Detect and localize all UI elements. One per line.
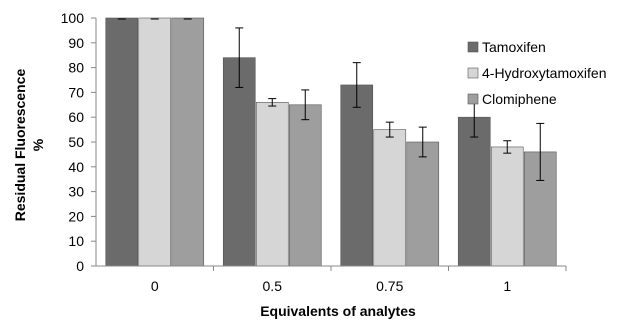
y-axis-title-line2: %: [30, 138, 46, 151]
x-tick-label: 0: [151, 278, 159, 294]
legend-swatch: [467, 93, 479, 105]
error-bar: [536, 122, 545, 181]
y-tick-label: 60: [68, 109, 84, 125]
bar-tamoxifen-1: [457, 116, 491, 267]
legend-item: 4-Hydroxytamoxifen: [467, 65, 607, 81]
y-tick-label: 100: [61, 10, 85, 26]
y-axis-title-line1: Residual Fluorescence: [12, 69, 28, 222]
legend-swatch: [467, 67, 479, 79]
x-axis-title: Equivalents of analytes: [260, 303, 416, 319]
legend-item: Tamoxifen: [467, 39, 546, 55]
y-tick-label: 20: [68, 208, 84, 224]
y-tick-label: 50: [68, 134, 84, 150]
legend-label: Clomiphene: [482, 91, 557, 107]
legend-label: Tamoxifen: [482, 39, 546, 55]
bar-clomiphene-0.5: [288, 104, 322, 267]
error-bar: [301, 89, 310, 121]
y-tick-label: 70: [68, 84, 84, 100]
error-bar: [385, 121, 394, 138]
bar-4-hydroxytamoxifen-0.75: [373, 129, 407, 267]
y-tick-label: 80: [68, 60, 84, 76]
error-bar: [268, 98, 277, 107]
y-tick-label: 0: [76, 258, 84, 274]
error-bar: [503, 140, 512, 154]
bar-tamoxifen-0.5: [222, 57, 256, 267]
legend-swatch: [467, 41, 479, 53]
error-bar: [418, 126, 427, 158]
y-axis-ticks: 0 10 20 30 40 50 60 70 80 90 100: [61, 10, 96, 274]
error-bar: [352, 62, 361, 108]
legend-label: 4-Hydroxytamoxifen: [482, 65, 607, 81]
bar-4-hydroxytamoxifen-1: [490, 146, 524, 267]
legend-item: Clomiphene: [467, 91, 557, 107]
bar-clomiphene-0: [171, 17, 205, 267]
error-bar: [235, 27, 244, 88]
x-tick-label: 0.75: [376, 278, 403, 294]
bar-4-hydroxytamoxifen-0.5: [255, 102, 289, 267]
y-axis-title: Residual Fluorescence %: [12, 69, 46, 222]
y-tick-label: 10: [68, 233, 84, 249]
x-axis-ticks: 0 0.5 0.75 1: [151, 266, 567, 294]
bar-4-hydroxytamoxifen-0: [138, 17, 172, 267]
bar-tamoxifen-0: [105, 17, 139, 267]
bar-tamoxifen-0.75: [340, 84, 374, 267]
y-tick-label: 90: [68, 35, 84, 51]
y-tick-label: 40: [68, 159, 84, 175]
bar-clomiphene-0.75: [406, 141, 440, 267]
y-tick-label: 30: [68, 184, 84, 200]
x-tick-label: 0.5: [263, 278, 283, 294]
legend: Tamoxifen 4-Hydroxytamoxifen Clomiphene: [467, 39, 607, 107]
x-tick-label: 1: [503, 278, 511, 294]
bars: [105, 17, 557, 267]
